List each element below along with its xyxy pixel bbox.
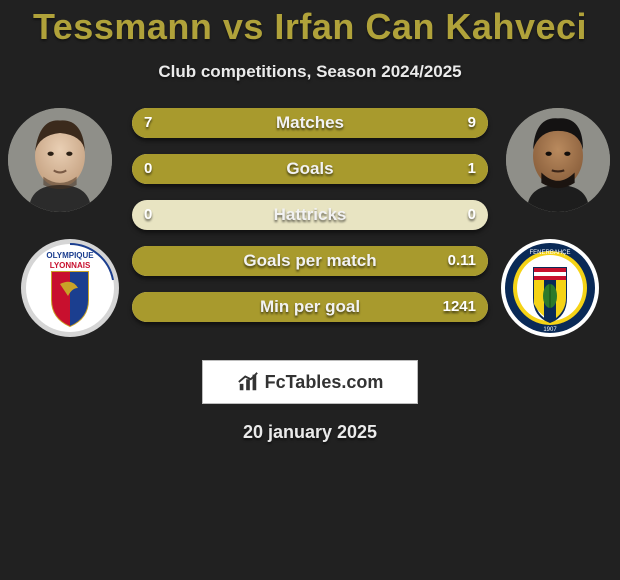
stat-value-left <box>132 246 156 276</box>
stat-value-right: 9 <box>456 108 488 138</box>
stat-value-left: 0 <box>132 200 164 230</box>
brand-box: FcTables.com <box>202 360 418 404</box>
stat-row: 01Goals <box>132 154 488 184</box>
fenerbahce-logo-icon: FENERBAHÇE 1907 <box>500 238 600 338</box>
svg-text:OLYMPIQUE: OLYMPIQUE <box>46 251 94 260</box>
svg-text:1907: 1907 <box>543 327 557 333</box>
stat-row: 0.11Goals per match <box>132 246 488 276</box>
avatar-icon <box>506 108 610 212</box>
bar-fill-right <box>132 246 488 276</box>
lyon-logo-icon: OLYMPIQUE LYONNAIS <box>20 238 120 338</box>
subtitle: Club competitions, Season 2024/2025 <box>0 62 620 82</box>
stat-row: 79Matches <box>132 108 488 138</box>
stat-bars: 79Matches01Goals00Hattricks0.11Goals per… <box>132 108 488 338</box>
page-title: Tessmann vs Irfan Can Kahveci <box>0 0 620 48</box>
svg-text:FENERBAHÇE: FENERBAHÇE <box>529 250 570 256</box>
brand-text: FcTables.com <box>265 372 384 393</box>
avatar-icon <box>8 108 112 212</box>
stat-value-left: 7 <box>132 108 164 138</box>
bar-fill-right <box>132 154 488 184</box>
stat-row: 1241Min per goal <box>132 292 488 322</box>
comparison-area: OLYMPIQUE LYONNAIS FENERBAHÇE 1907 <box>0 108 620 358</box>
stat-value-left <box>132 292 156 322</box>
stat-label: Hattricks <box>132 200 488 230</box>
player-right-portrait <box>506 108 610 212</box>
svg-text:LYONNAIS: LYONNAIS <box>50 261 91 270</box>
player-left-portrait <box>8 108 112 212</box>
stat-value-right: 0.11 <box>436 246 488 276</box>
bar-chart-icon <box>237 371 259 393</box>
stat-value-right: 0 <box>456 200 488 230</box>
club-left-badge: OLYMPIQUE LYONNAIS <box>20 238 120 338</box>
stat-value-right: 1 <box>456 154 488 184</box>
stat-row: 0 0Hattricks <box>132 200 488 230</box>
stat-value-right: 1241 <box>431 292 488 322</box>
club-right-badge: FENERBAHÇE 1907 <box>500 238 600 338</box>
datestamp: 20 january 2025 <box>0 422 620 443</box>
stat-value-left: 0 <box>132 154 164 184</box>
